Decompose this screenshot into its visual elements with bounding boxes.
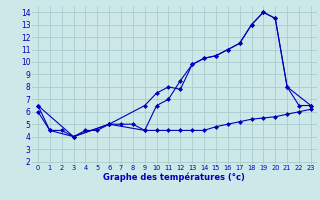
X-axis label: Graphe des températures (°c): Graphe des températures (°c) — [103, 173, 245, 182]
